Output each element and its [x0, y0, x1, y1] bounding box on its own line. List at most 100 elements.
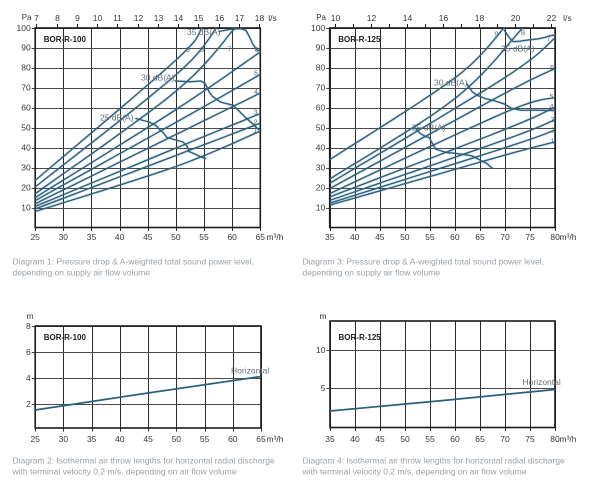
svg-text:5: 5: [549, 92, 553, 101]
svg-text:12: 12: [134, 13, 144, 23]
svg-text:4: 4: [26, 373, 31, 383]
svg-text:l/s: l/s: [268, 13, 277, 23]
svg-text:35: 35: [87, 434, 97, 444]
svg-text:Pa: Pa: [22, 13, 32, 22]
svg-text:35: 35: [325, 232, 335, 242]
svg-text:60: 60: [450, 232, 460, 242]
svg-text:8: 8: [200, 45, 204, 54]
svg-text:70: 70: [21, 83, 31, 93]
svg-text:8: 8: [521, 28, 525, 37]
svg-text:70: 70: [500, 434, 510, 444]
svg-text:9: 9: [186, 45, 190, 54]
svg-text:4: 4: [549, 102, 553, 111]
svg-text:60: 60: [21, 103, 31, 113]
svg-text:22: 22: [547, 13, 557, 23]
svg-text:10: 10: [316, 202, 326, 212]
svg-text:60: 60: [450, 434, 460, 444]
svg-text:16: 16: [439, 13, 449, 23]
svg-text:depending on supply air flow v: depending on supply air flow volume: [303, 268, 441, 278]
svg-text:BOR-R-100: BOR-R-100: [44, 35, 87, 44]
svg-text:100: 100: [17, 23, 31, 33]
svg-text:1: 1: [550, 137, 554, 146]
svg-text:m³/h: m³/h: [267, 434, 284, 444]
svg-text:35 dB(A): 35 dB(A): [187, 27, 221, 37]
svg-text:70: 70: [316, 83, 326, 93]
svg-text:Diagram 4: Isothermal air thro: Diagram 4: Isothermal air throw lengths …: [303, 456, 565, 466]
svg-text:45: 45: [375, 232, 385, 242]
svg-text:Diagram 2: Isothermal air thro: Diagram 2: Isothermal air throw lengths …: [13, 456, 275, 466]
svg-text:8: 8: [26, 321, 31, 331]
svg-text:12: 12: [367, 13, 377, 23]
svg-text:with terminal velocity 0,2 m/s: with terminal velocity 0,2 m/s, dependin…: [12, 467, 237, 477]
svg-text:40: 40: [350, 232, 360, 242]
svg-text:14: 14: [403, 13, 413, 23]
svg-text:30: 30: [59, 434, 69, 444]
svg-text:80: 80: [550, 434, 560, 444]
svg-text:50: 50: [21, 123, 31, 133]
svg-text:BOR-R-125: BOR-R-125: [339, 333, 382, 342]
svg-text:80: 80: [316, 63, 326, 73]
svg-text:8: 8: [55, 13, 60, 23]
svg-text:55: 55: [425, 434, 435, 444]
svg-text:20: 20: [511, 13, 521, 23]
svg-text:30: 30: [21, 163, 31, 173]
svg-text:20: 20: [316, 182, 326, 192]
svg-text:65: 65: [256, 434, 266, 444]
svg-text:40: 40: [21, 143, 31, 153]
svg-text:25 dB(A): 25 dB(A): [412, 123, 446, 133]
svg-text:75: 75: [525, 232, 535, 242]
svg-text:50: 50: [171, 232, 181, 242]
svg-text:70: 70: [500, 232, 510, 242]
svg-text:2: 2: [253, 118, 257, 127]
svg-text:45: 45: [143, 232, 153, 242]
svg-text:60: 60: [228, 434, 238, 444]
svg-text:3: 3: [253, 108, 257, 117]
svg-text:40: 40: [316, 143, 326, 153]
svg-text:30 dB(A): 30 dB(A): [434, 78, 468, 88]
svg-text:9: 9: [494, 30, 498, 39]
svg-text:m³/h: m³/h: [267, 232, 284, 242]
svg-text:m: m: [320, 311, 327, 321]
svg-text:9: 9: [75, 13, 80, 23]
svg-text:Diagram 3: Pressure drop & A-w: Diagram 3: Pressure drop & A-weighted to…: [303, 257, 544, 267]
svg-text:10: 10: [316, 345, 326, 355]
svg-text:80: 80: [21, 63, 31, 73]
svg-text:depending on supply air flow v: depending on supply air flow volume: [13, 268, 151, 278]
svg-text:Pa: Pa: [316, 13, 326, 22]
svg-text:60: 60: [316, 103, 326, 113]
svg-text:7: 7: [227, 45, 231, 54]
svg-text:80: 80: [550, 232, 560, 242]
svg-text:m: m: [27, 311, 34, 321]
svg-text:35 dB(A): 35 dB(A): [501, 44, 535, 54]
svg-text:65: 65: [475, 232, 485, 242]
svg-text:45: 45: [143, 434, 153, 444]
svg-text:18: 18: [475, 13, 485, 23]
svg-text:13: 13: [154, 13, 164, 23]
svg-text:100: 100: [311, 23, 325, 33]
svg-text:15: 15: [194, 13, 204, 23]
svg-text:90: 90: [21, 43, 31, 53]
svg-text:11: 11: [113, 13, 122, 23]
svg-text:50: 50: [172, 434, 182, 444]
svg-text:30: 30: [59, 232, 69, 242]
svg-text:25: 25: [30, 232, 40, 242]
svg-text:40: 40: [350, 434, 360, 444]
svg-text:4: 4: [254, 87, 258, 96]
svg-text:35: 35: [325, 434, 335, 444]
svg-text:with terminal velocity 0,2 m/s: with terminal velocity 0,2 m/s, dependin…: [302, 467, 527, 477]
svg-text:m³/h: m³/h: [560, 232, 577, 242]
svg-text:2: 2: [26, 399, 31, 409]
svg-text:30 dB(A): 30 dB(A): [141, 73, 175, 83]
svg-text:m³/h: m³/h: [560, 434, 577, 444]
svg-text:16: 16: [215, 13, 225, 23]
svg-text:6: 6: [550, 63, 554, 72]
svg-text:BOR-R-100: BOR-R-100: [44, 333, 87, 342]
svg-text:55: 55: [425, 232, 435, 242]
svg-text:50: 50: [400, 434, 410, 444]
svg-text:50: 50: [400, 232, 410, 242]
svg-text:65: 65: [256, 232, 266, 242]
svg-text:75: 75: [525, 434, 535, 444]
svg-text:5: 5: [254, 68, 258, 77]
svg-text:50: 50: [316, 123, 326, 133]
svg-text:10: 10: [21, 202, 31, 212]
